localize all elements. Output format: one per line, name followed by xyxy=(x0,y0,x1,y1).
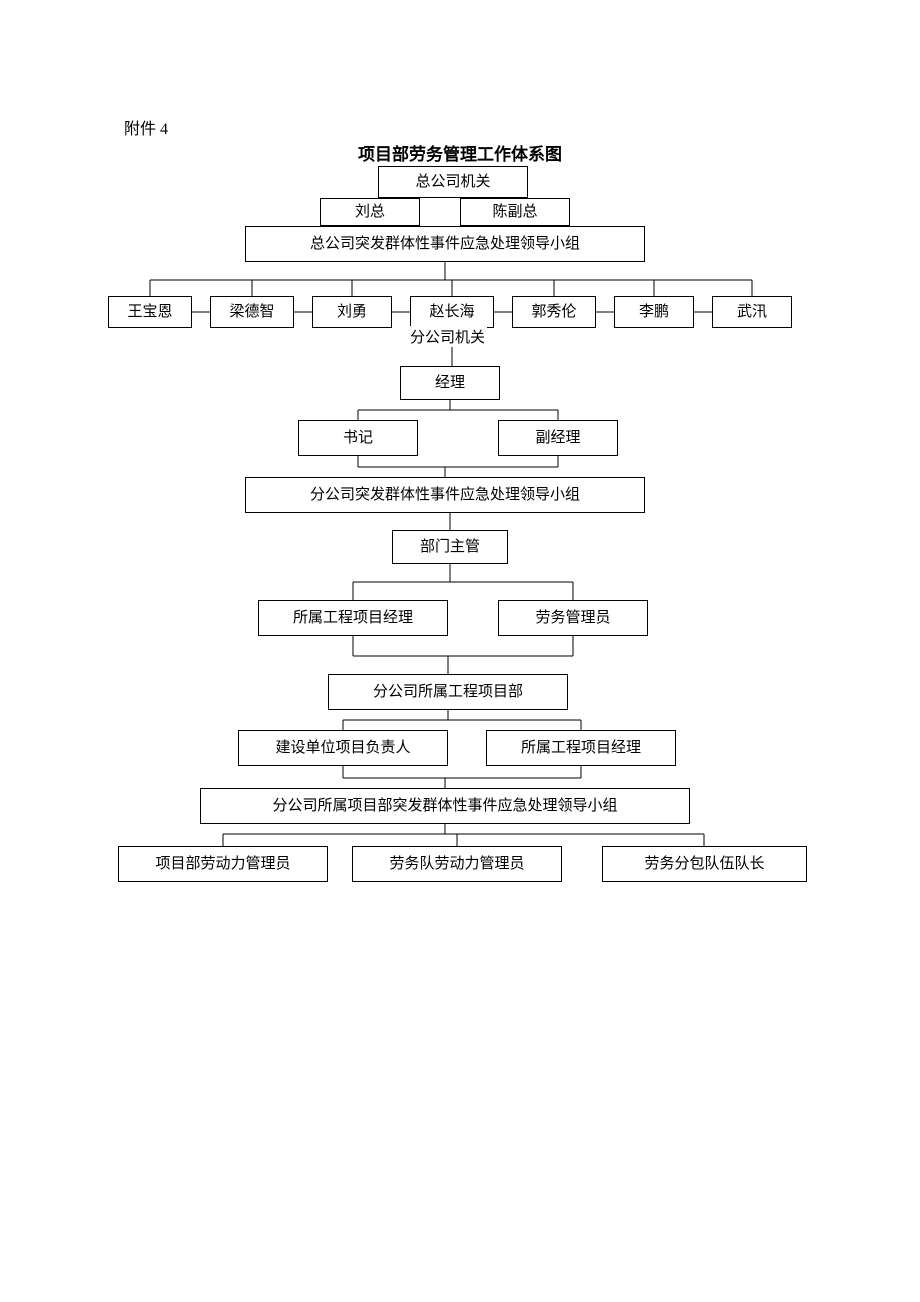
node-chen: 陈副总 xyxy=(460,198,570,226)
attachment-label: 附件 4 xyxy=(124,115,168,139)
node-p6: 李鹏 xyxy=(614,296,694,328)
node-b3: 劳务分包队伍队长 xyxy=(602,846,807,882)
node-proj-dept: 分公司所属工程项目部 xyxy=(328,674,568,710)
node-manager: 经理 xyxy=(400,366,500,400)
node-labor-mgr: 劳务管理员 xyxy=(498,600,648,636)
node-hq: 总公司机关 xyxy=(378,166,528,198)
node-dept-head: 部门主管 xyxy=(392,530,508,564)
branch-office-label: 分公司机关 xyxy=(408,326,487,347)
node-liu: 刘总 xyxy=(320,198,420,226)
node-b2: 劳务队劳动力管理员 xyxy=(352,846,562,882)
node-p1: 王宝恩 xyxy=(108,296,192,328)
node-proj-mgr1: 所属工程项目经理 xyxy=(258,600,448,636)
node-hq-group: 总公司突发群体性事件应急处理领导小组 xyxy=(245,226,645,262)
node-proj-mgr2: 所属工程项目经理 xyxy=(486,730,676,766)
node-p3: 刘勇 xyxy=(312,296,392,328)
node-p4: 赵长海 xyxy=(410,296,494,328)
node-p5: 郭秀伦 xyxy=(512,296,596,328)
node-p2: 梁德智 xyxy=(210,296,294,328)
node-deputy: 副经理 xyxy=(498,420,618,456)
chart-title: 项目部劳务管理工作体系图 xyxy=(340,140,580,165)
node-branch-group: 分公司突发群体性事件应急处理领导小组 xyxy=(245,477,645,513)
node-b1: 项目部劳动力管理员 xyxy=(118,846,328,882)
node-secretary: 书记 xyxy=(298,420,418,456)
node-build-lead: 建设单位项目负责人 xyxy=(238,730,448,766)
node-proj-group: 分公司所属项目部突发群体性事件应急处理领导小组 xyxy=(200,788,690,824)
node-p7: 武汛 xyxy=(712,296,792,328)
